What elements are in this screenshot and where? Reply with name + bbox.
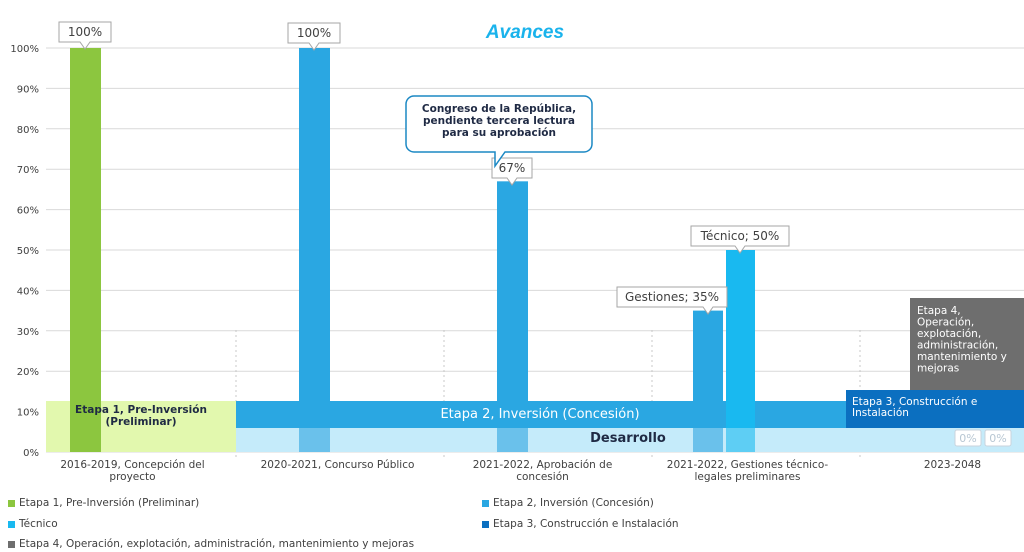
data-label-text: Técnico; 50% xyxy=(700,229,780,243)
y-tick-label: 100% xyxy=(10,44,39,55)
etapa4-box-label: Etapa 4, Operación, explotación, administra… xyxy=(917,305,1007,375)
y-tick-label: 50% xyxy=(17,246,39,257)
legend-item-etapa4: Etapa 4, Operación, explotación, adminis… xyxy=(8,538,414,550)
legend-swatch xyxy=(482,520,489,528)
zero-label-etapa4: 0% xyxy=(989,432,1006,445)
data-label-box xyxy=(690,225,790,254)
y-tick-label: 90% xyxy=(17,84,39,95)
legend-swatch xyxy=(8,520,15,528)
legend-swatch xyxy=(8,540,15,548)
x-category-label: 2023-2048 xyxy=(924,459,981,471)
data-label-text: 100% xyxy=(297,26,331,40)
band-label-desarrollo: Desarrollo xyxy=(590,431,666,446)
legend-label: Etapa 4, Operación, explotación, adminis… xyxy=(19,538,415,550)
data-label-box xyxy=(616,286,728,315)
data-label-text: Gestiones; 35% xyxy=(625,290,719,304)
legend-item-etapa2: Etapa 2, Inversión (Concesión) xyxy=(482,497,654,509)
y-tick-label: 70% xyxy=(17,165,39,176)
y-tick-label: 10% xyxy=(17,408,39,419)
x-category-label: 2021-2022, Aprobación de concesión xyxy=(473,459,613,483)
callout-bubble xyxy=(405,95,593,169)
data-label-0: 100% xyxy=(58,21,112,50)
y-tick-label: 20% xyxy=(17,367,39,378)
y-tick-label: 80% xyxy=(17,125,39,136)
legend-item-etapa1: Etapa 1, Pre-Inversión (Preliminar) xyxy=(8,497,199,509)
y-tick-label: 60% xyxy=(17,206,39,217)
legend-item-etapa3: Etapa 3, Construcción e Instalación xyxy=(482,518,679,530)
y-tick-label: 0% xyxy=(23,448,39,459)
legend-label: Etapa 3, Construcción e Instalación xyxy=(493,518,679,530)
data-label-text: 67% xyxy=(499,161,526,175)
bar-lower-tint xyxy=(726,428,755,452)
legend-swatch xyxy=(482,499,489,507)
etapa4-box xyxy=(910,298,1024,390)
bar-4 xyxy=(726,250,755,452)
data-label-4: Técnico; 50% xyxy=(690,225,790,254)
y-tick-label: 40% xyxy=(17,286,39,297)
legend-label: Técnico xyxy=(19,518,58,530)
data-label-box xyxy=(491,157,533,186)
data-label-text: 100% xyxy=(68,25,102,39)
band-desarrollo xyxy=(236,428,1024,452)
legend-item-tecnico: Técnico xyxy=(8,518,58,530)
bar-1 xyxy=(299,48,330,452)
bar-lower-tint xyxy=(299,428,330,452)
zero-label-box xyxy=(954,429,982,447)
bar-3 xyxy=(693,310,723,452)
data-label-box xyxy=(287,22,341,51)
legend-label: Etapa 2, Inversión (Concesión) xyxy=(493,497,654,509)
legend-label: Etapa 1, Pre-Inversión (Preliminar) xyxy=(19,497,200,509)
bar-2 xyxy=(497,181,528,452)
data-label-box xyxy=(58,21,112,50)
y-tick-label: 30% xyxy=(17,327,39,338)
x-category-label: 2021-2022, Gestiones técnico-legales pre… xyxy=(667,459,829,483)
callout-text: Congreso de la República, pendiente terce… xyxy=(422,103,576,139)
zero-label-etapa3: 0% xyxy=(959,432,976,445)
band-etapa3 xyxy=(846,390,1024,428)
band-label-etapa3: Etapa 3, Construcción e Instalación xyxy=(852,396,977,419)
data-label-2: 67% xyxy=(491,157,533,186)
bar-lower-tint xyxy=(693,428,723,452)
bar-0 xyxy=(70,48,101,452)
data-label-3: Gestiones; 35% xyxy=(616,286,728,315)
zero-label-box xyxy=(984,429,1012,447)
callout-congreso: Congreso de la República, pendiente terce… xyxy=(405,95,593,169)
legend-swatch xyxy=(8,499,15,507)
x-category-label: 2016-2019, Concepción del proyecto xyxy=(60,459,204,483)
x-category-label: 2020-2021, Concurso Público xyxy=(261,459,415,471)
bar-lower-tint xyxy=(497,428,528,452)
band-label-etapa1: Etapa 1, Pre-Inversión (Preliminar) xyxy=(75,404,207,428)
band-label-etapa2: Etapa 2, Inversión (Concesión) xyxy=(440,407,639,422)
data-label-1: 100% xyxy=(287,22,341,51)
chart-title: Avances xyxy=(485,22,564,43)
